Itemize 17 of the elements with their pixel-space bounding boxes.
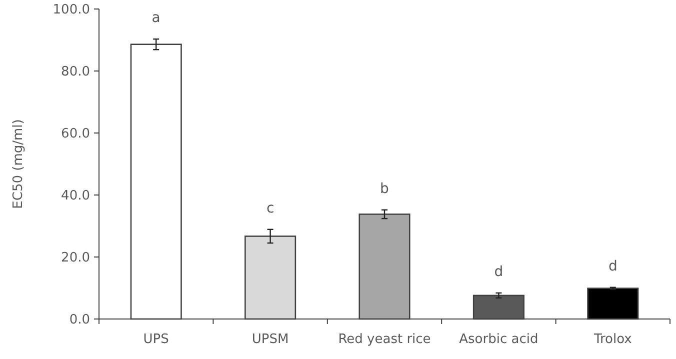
y-tick-label: 0.0 (69, 312, 90, 328)
x-tick-label: Trolox (592, 332, 632, 347)
y-axis-title: EC50 (mg/ml) (11, 119, 26, 209)
x-tick-label: Asorbic acid (459, 332, 538, 347)
x-tick-label: Red yeast rice (338, 332, 431, 347)
annotation: a (152, 10, 160, 26)
annotation: b (380, 180, 390, 197)
y-tick-label: 80.0 (61, 64, 90, 80)
annotation: d (494, 264, 504, 280)
y-tick-label: 20.0 (61, 250, 90, 266)
x-tick-label: UPSM (252, 332, 289, 347)
annotation: d (608, 258, 618, 274)
y-tick-label: 40.0 (61, 188, 90, 204)
x-tick-label: UPS (143, 332, 169, 347)
y-tick-label: 60.0 (61, 126, 90, 142)
y-tick-label: 100.0 (52, 2, 90, 18)
annotation: c (266, 200, 274, 216)
